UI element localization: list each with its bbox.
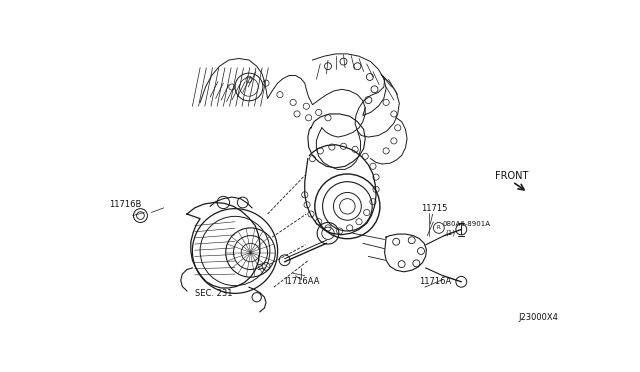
Text: 11715: 11715	[421, 204, 447, 213]
Text: J23000X4: J23000X4	[518, 314, 557, 323]
Text: R: R	[437, 225, 441, 230]
Text: FRONT: FRONT	[495, 170, 529, 180]
Text: 080A6-8901A: 080A6-8901A	[443, 221, 491, 227]
Text: SEC. 231: SEC. 231	[195, 289, 232, 298]
Text: 11716B: 11716B	[109, 200, 142, 209]
Text: (1): (1)	[445, 229, 455, 236]
Text: 11716A: 11716A	[419, 277, 451, 286]
Text: I1716AA: I1716AA	[285, 276, 320, 286]
